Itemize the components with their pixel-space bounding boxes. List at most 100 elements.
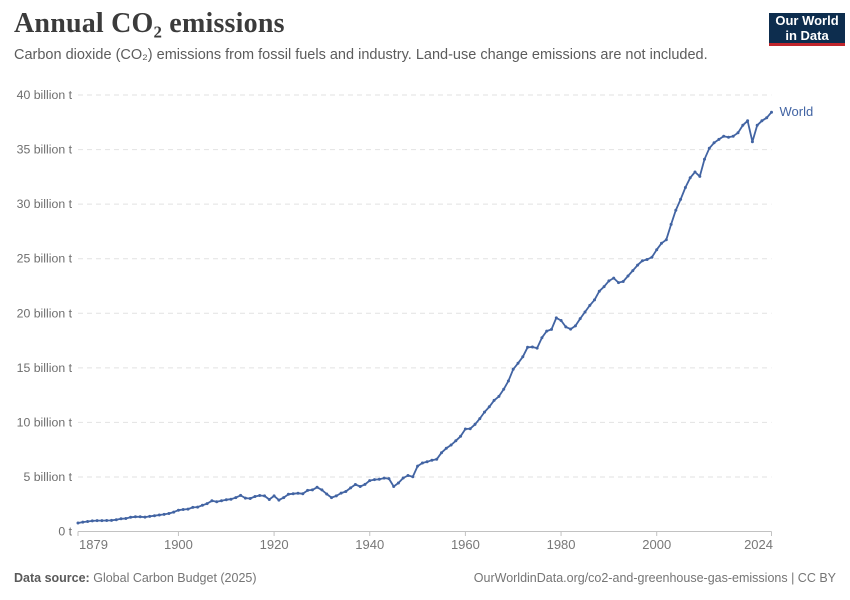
data-point-dot [315,485,319,489]
data-point-dot [167,512,171,515]
data-point-dot [133,515,137,519]
data-point-dot [655,248,659,252]
data-point-dot [272,494,276,498]
owid-logo[interactable]: Our World in Data [769,13,845,46]
data-point-dot [220,499,223,503]
data-point-dot [138,515,142,519]
data-point-dot [554,316,558,320]
page-title: Annual CO₂ emissions [14,8,285,39]
data-point-dot [478,417,482,421]
data-point-dot [267,498,271,501]
world-line[interactable] [77,111,773,524]
data-point-dot [703,157,706,161]
data-point-dot [435,457,439,461]
data-point-dot [157,513,161,517]
data-point-dot [679,197,683,201]
y-axis-label: 20 billion t [17,306,73,320]
data-point-dot [545,329,549,333]
data-point-dot [81,520,85,524]
data-point-dot [234,496,238,500]
data-point-dot [492,398,496,402]
data-point-dot [153,514,156,518]
data-point-dot [750,140,754,144]
data-point-dot [535,346,539,350]
data-point-dot [110,518,113,522]
data-point-dot [416,464,420,468]
data-point-dot [239,493,243,497]
x-axis-label: 1920 [260,537,289,552]
data-point-dot [396,481,400,485]
data-point-dot [588,303,592,307]
data-point-dot [463,427,467,431]
data-point-dot [645,258,649,261]
data-point-dot [516,361,520,365]
data-point-dot [387,477,391,481]
data-point-dot [196,505,200,509]
data-point-dot [727,135,730,139]
data-point-dot [683,186,687,189]
chart-subtitle: Carbon dioxide (CO₂) emissions from foss… [14,47,708,63]
data-point-dot [712,141,716,145]
data-point-dot [612,276,616,280]
x-axis-label: 1980 [547,537,576,552]
data-point-dot [550,327,553,331]
y-axis-label: 0 t [58,525,72,539]
data-point-dot [129,515,133,519]
data-point-dot [243,496,247,500]
x-axis-label: 1900 [164,537,193,552]
data-point-dot [669,222,673,226]
data-point-dot [593,298,596,302]
owid-logo-line2: in Data [785,28,829,43]
owid-logo-line1: Our World [775,13,839,28]
data-point-dot [176,508,180,512]
data-point-dot [215,500,219,504]
y-axis-label: 10 billion t [17,415,73,429]
data-point-dot [210,499,214,503]
series-label-world: World [780,104,814,119]
data-point-dot [755,123,759,127]
y-axis-label: 30 billion t [17,197,73,211]
data-source-label: Data source: [14,571,90,585]
data-point-dot [707,146,711,150]
data-point-dot [358,485,362,488]
data-point-dot [325,492,329,496]
data-point-dot [583,310,587,314]
data-point-dot [119,517,123,521]
y-axis-label: 5 billion t [23,470,72,484]
x-axis-label: 1940 [355,537,384,552]
data-point-dot [124,517,128,520]
data-point-dot [277,498,281,502]
data-point-dot [105,519,109,522]
data-point-dot [444,446,448,450]
data-point-dot [511,367,515,371]
data-point-dot [353,483,357,486]
data-point-dot [148,514,152,518]
data-point-dot [521,355,525,359]
data-point-dot [90,519,94,523]
data-point-dot [76,521,80,525]
data-point-dot [330,496,333,500]
data-point-dot [306,488,310,492]
canonical-link[interactable]: OurWorldinData.org/co2-and-greenhouse-ga… [473,571,836,585]
data-point-dot [95,519,99,523]
data-point-dot [263,494,266,498]
data-point-dot [473,422,477,426]
data-point-dot [291,492,295,496]
data-point-dot [420,461,424,465]
data-source: Data source: Global Carbon Budget (2025) [14,571,257,585]
data-point-dot [258,494,262,497]
data-point-dot [114,518,118,522]
data-point-dot [382,476,386,480]
data-point-dot [320,488,324,492]
x-axis-label: 1960 [451,537,480,552]
data-point-dot [487,405,491,409]
data-source-value: Global Carbon Budget (2025) [93,571,257,585]
data-point-dot [430,458,434,462]
data-point-dot [698,174,702,178]
data-point-dot [411,475,415,479]
data-point-dot [368,479,372,483]
data-point-dot [717,137,721,141]
data-point-dot [224,498,228,502]
data-point-dot [640,259,644,263]
